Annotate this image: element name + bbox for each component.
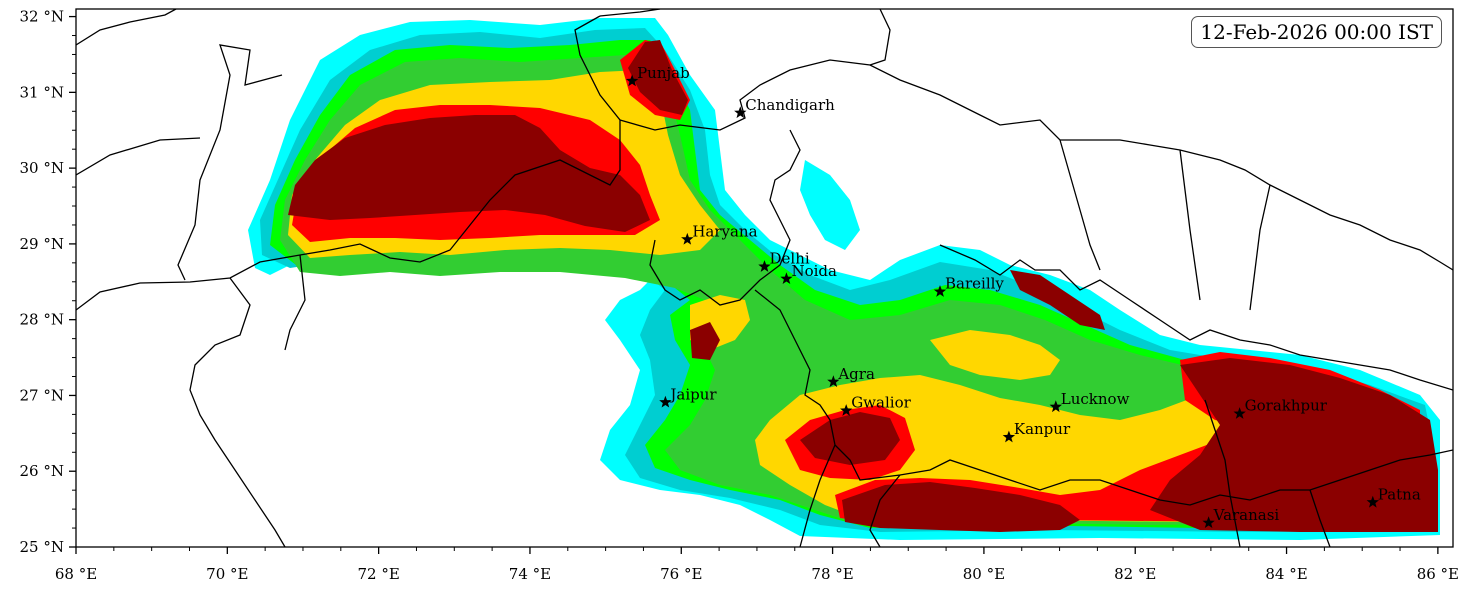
fog-region — [800, 160, 860, 250]
x-tick-label: 74 °E — [509, 565, 551, 583]
fog-region — [842, 482, 1080, 532]
axes: 68 °E 70 °E 72 °E 74 °E 76 °E 78 °E 80 °E 82 °E… — [20, 8, 1460, 583]
city-star-icon — [659, 395, 672, 408]
x-tick-label: 84 °E — [1265, 565, 1307, 583]
city-star-icon — [681, 232, 694, 245]
y-tick-label: 31 °N — [20, 83, 64, 101]
fog-region — [800, 412, 900, 465]
y-tick-label: 32 °N — [20, 8, 64, 26]
fog-region — [288, 115, 650, 232]
city-star-icon — [734, 106, 747, 119]
city-label: Agra — [837, 365, 875, 383]
timestamp-label: 12-Feb-2026 00:00 IST — [1191, 16, 1442, 48]
x-tick-label: 72 °E — [357, 565, 399, 583]
fog-region — [690, 322, 720, 360]
x-tick-label: 86 °E — [1417, 565, 1459, 583]
x-tick-label: 68 °E — [55, 565, 97, 583]
city-star-icon — [1233, 407, 1246, 419]
city-label: Jaipur — [668, 385, 717, 403]
y-tick-label: 27 °N — [20, 386, 64, 404]
city-label: Gwalior — [851, 394, 911, 412]
city-label: Delhi — [770, 250, 810, 268]
x-tick-label: 80 °E — [963, 565, 1005, 583]
city-label: Haryana — [692, 222, 757, 240]
x-tick-label: 78 °E — [811, 565, 853, 583]
city-star-icon — [625, 74, 639, 87]
fog-region — [1010, 270, 1105, 330]
y-tick-label: 30 °N — [20, 159, 64, 177]
city-label: Bareilly — [945, 275, 1004, 293]
city-label: Punjab — [637, 64, 690, 82]
city-star-icon — [1002, 430, 1016, 443]
y-tick-label: 28 °N — [20, 311, 64, 329]
x-tick-label: 82 °E — [1114, 565, 1156, 583]
city-star-icon — [1049, 400, 1062, 413]
city-label: Chandigarh — [745, 96, 835, 114]
fog-region — [1150, 358, 1438, 532]
city-label: Gorakhpur — [1245, 397, 1328, 415]
city-star-icon — [1366, 495, 1379, 508]
city-star-icon — [780, 272, 793, 284]
city-label: Noida — [791, 262, 837, 280]
city-label: Kanpur — [1014, 420, 1071, 438]
plot-frame — [75, 8, 1454, 548]
city-star-icon — [1202, 516, 1215, 528]
y-tick-label: 25 °N — [20, 538, 64, 556]
city-star-icon — [840, 404, 853, 416]
fog-shading-layer — [248, 18, 1440, 540]
city-star-icon — [827, 375, 840, 388]
city-label: Varanasi — [1213, 506, 1280, 524]
fog-region — [628, 40, 688, 115]
fog-region — [930, 330, 1060, 380]
city-label: Patna — [1378, 485, 1421, 503]
x-tick-label: 70 °E — [206, 565, 248, 583]
city-star-icon — [758, 260, 771, 272]
x-tick-label: 76 °E — [660, 565, 702, 583]
city-label: Lucknow — [1061, 390, 1130, 408]
y-tick-label: 29 °N — [20, 235, 64, 253]
city-star-icon — [933, 285, 947, 297]
y-tick-label: 26 °N — [20, 462, 64, 480]
country-state-borders — [76, 9, 1453, 547]
